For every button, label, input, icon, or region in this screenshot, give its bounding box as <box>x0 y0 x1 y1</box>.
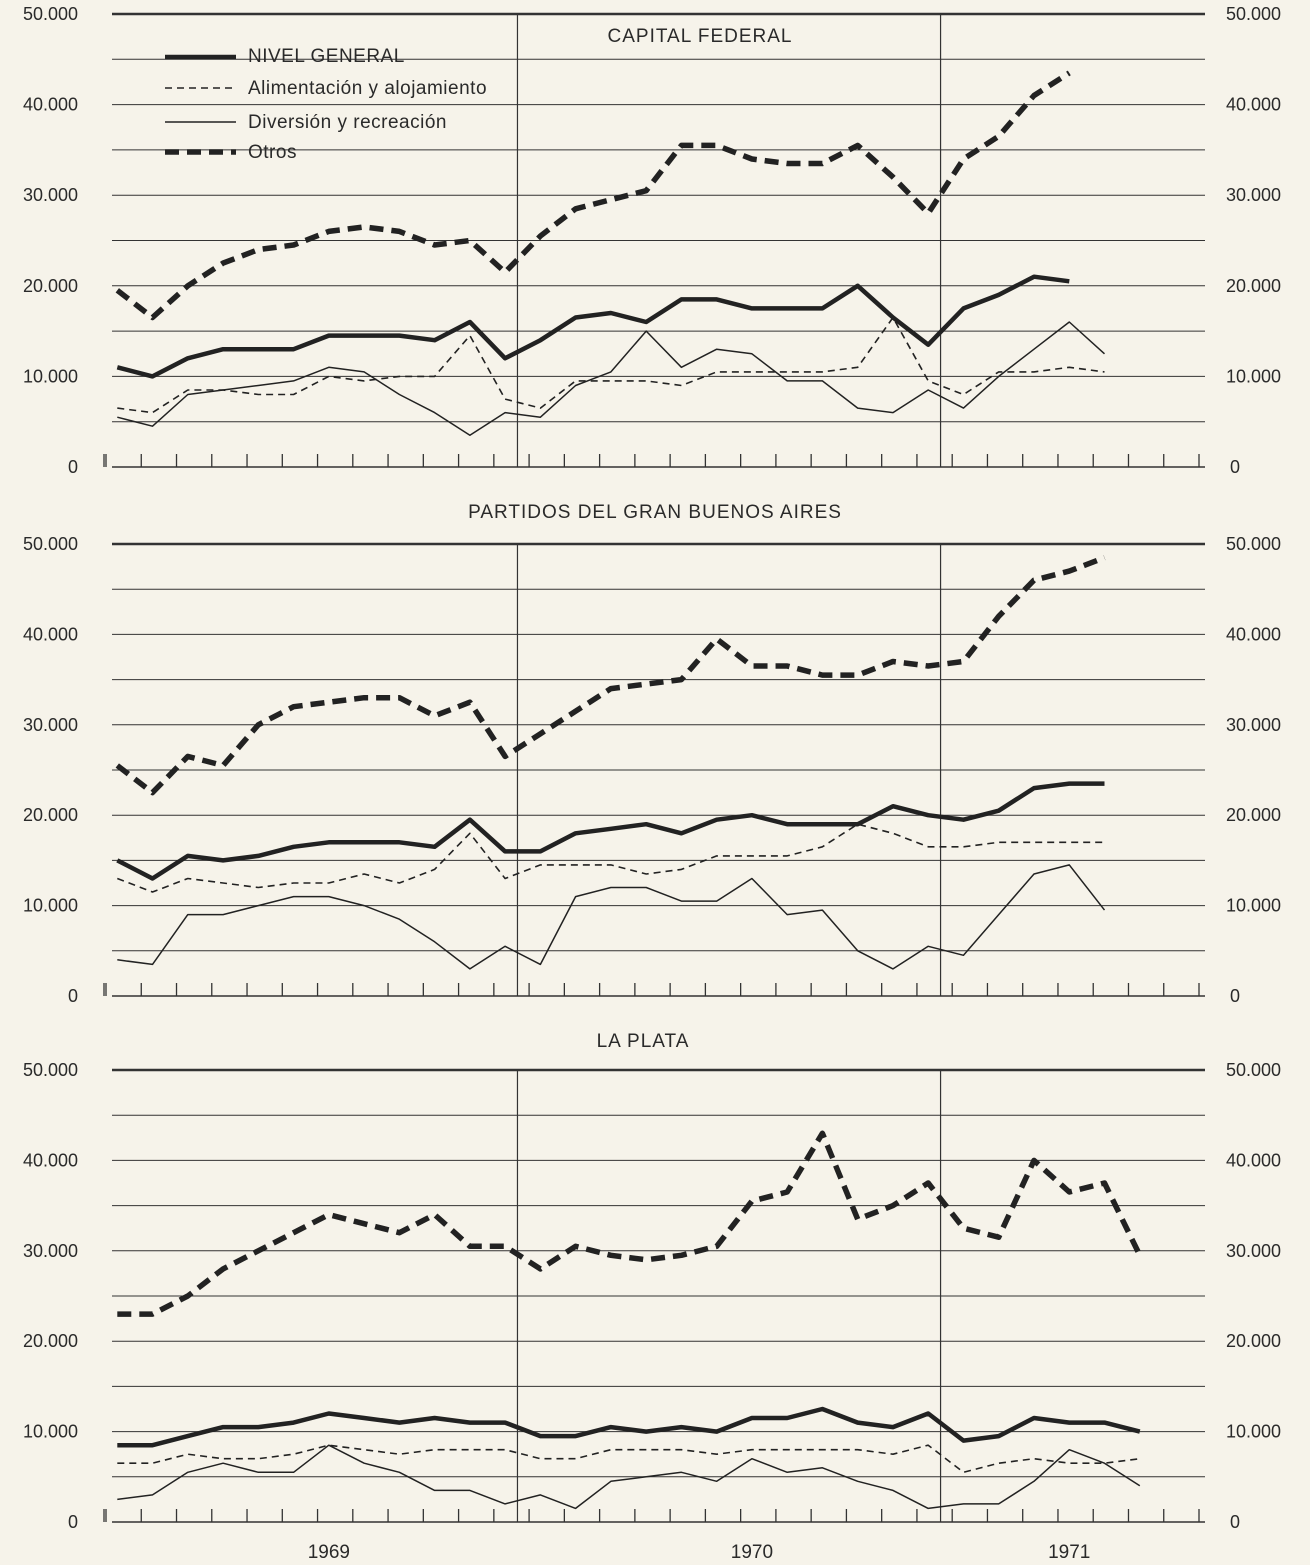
y-tick-label-right: 20.000 <box>1226 276 1281 296</box>
panel-gran-buenos-aires: 0 0 10.000 10.000 20.000 20.000 30.000 30.000 40… <box>23 502 1281 1006</box>
y-tick-label-left: 40.000 <box>23 624 78 644</box>
y-tick-label-left: 0 <box>68 986 78 1006</box>
y-tick-label-right: 40.000 <box>1226 1150 1281 1170</box>
y-tick-label-right: 10.000 <box>1226 1422 1281 1442</box>
y-tick-label-left: 10.000 <box>23 1422 78 1442</box>
y-tick-label-left: 20.000 <box>23 805 78 825</box>
y-tick-label-left: 40.000 <box>23 95 78 115</box>
y-tick-label-left: 20.000 <box>23 276 78 296</box>
panel-title: PARTIDOS DEL GRAN BUENOS AIRES <box>468 502 842 523</box>
y-tick-label-right: 40.000 <box>1226 95 1281 115</box>
y-tick-label-left: 20.000 <box>23 1331 78 1351</box>
y-tick-label-right: 0 <box>1230 457 1240 477</box>
y-tick-label-left: 50.000 <box>23 4 78 24</box>
legend-label: Alimentación y alojamiento <box>248 78 487 99</box>
y-tick-label-left: 10.000 <box>23 366 78 386</box>
panel-title: LA PLATA <box>597 1031 690 1052</box>
panel-title: CAPITAL FEDERAL <box>608 26 793 47</box>
panel-capital-federal: 0 0 10.000 10.000 20.000 20.000 30.000 30.000 40… <box>23 4 1281 477</box>
y-tick-label-left: 40.000 <box>23 1150 78 1170</box>
series-line-otros <box>115 555 1106 796</box>
legend: NIVEL GENERAL Alimentación y alojamiento D… <box>165 46 487 163</box>
year-label: 1970 <box>731 1542 773 1563</box>
series-line-alimentaci-n-y-alojamiento <box>117 1444 1140 1474</box>
y-tick-label-right: 10.000 <box>1226 896 1281 916</box>
series-line-nivel-general <box>116 274 1070 379</box>
y-tick-label-left: 0 <box>68 457 78 477</box>
series-line-alimentaci-n-y-alojamiento <box>117 316 1105 414</box>
y-tick-label-left: 30.000 <box>23 1241 78 1261</box>
series-line-diversi-n-y-recreaci-n <box>117 1444 1141 1510</box>
y-tick-label-right: 30.000 <box>1226 715 1281 735</box>
y-tick-label-right: 30.000 <box>1226 185 1281 205</box>
y-tick-label-left: 0 <box>68 1512 78 1532</box>
y-tick-label-right: 50.000 <box>1226 1060 1281 1080</box>
y-tick-label-right: 0 <box>1230 1512 1240 1532</box>
y-tick-label-right: 50.000 <box>1226 4 1281 24</box>
series-line-diversi-n-y-recreaci-n <box>117 321 1106 437</box>
series-line-otros <box>117 1130 1143 1317</box>
panel-la-plata: 0 0 10.000 10.000 20.000 20.000 30.000 30.000 40… <box>23 1031 1281 1563</box>
y-tick-label-right: 0 <box>1230 986 1240 1006</box>
y-tick-label-left: 30.000 <box>23 715 78 735</box>
series-line-otros <box>115 70 1071 321</box>
year-label: 1969 <box>308 1542 350 1563</box>
y-tick-label-left: 50.000 <box>23 534 78 554</box>
y-tick-label-right: 40.000 <box>1226 624 1281 644</box>
y-tick-label-left: 10.000 <box>23 896 78 916</box>
y-tick-label-right: 10.000 <box>1226 366 1281 386</box>
y-tick-label-left: 30.000 <box>23 185 78 205</box>
series-line-nivel-general <box>116 781 1105 881</box>
legend-label: Otros <box>248 142 297 163</box>
series-line-nivel-general <box>117 1406 1141 1448</box>
legend-label: NIVEL GENERAL <box>248 46 405 67</box>
series-line-alimentaci-n-y-alojamiento <box>117 823 1105 893</box>
year-label: 1971 <box>1048 1542 1090 1563</box>
legend-label: Diversión y recreación <box>248 112 447 133</box>
y-tick-label-right: 30.000 <box>1226 1241 1281 1261</box>
y-tick-label-left: 50.000 <box>23 1060 78 1080</box>
series-line-diversi-n-y-recreaci-n <box>117 864 1106 970</box>
y-tick-label-right: 20.000 <box>1226 805 1281 825</box>
y-tick-label-right: 20.000 <box>1226 1331 1281 1351</box>
y-tick-label-right: 50.000 <box>1226 534 1281 554</box>
